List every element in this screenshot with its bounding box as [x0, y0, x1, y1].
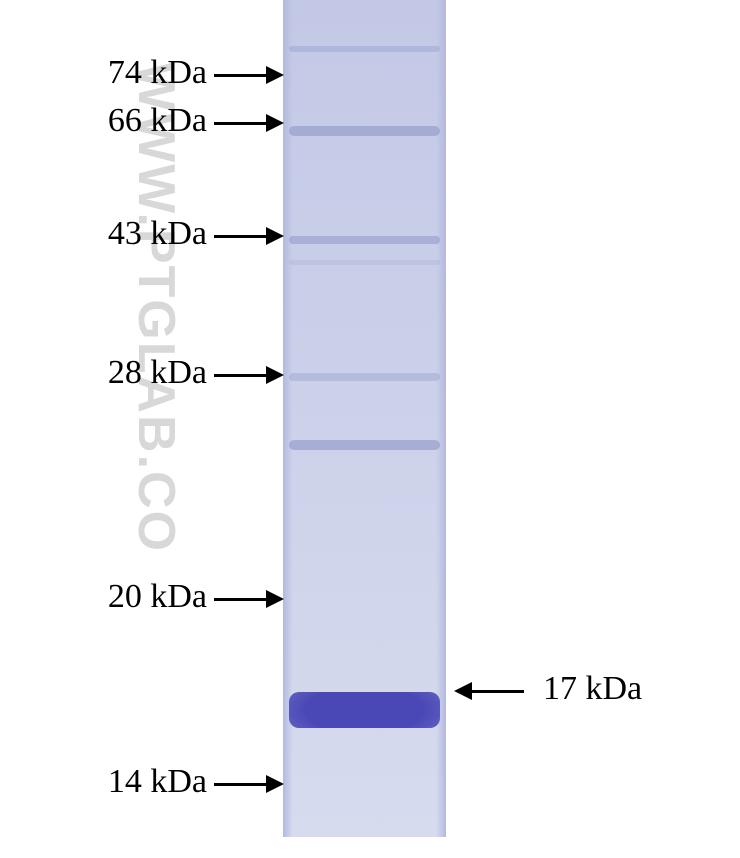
arrow-icon [214, 374, 266, 377]
arrow-icon [214, 74, 266, 77]
arrow-icon [266, 590, 284, 608]
faint-band [289, 126, 440, 136]
faint-band [289, 46, 440, 52]
target-band-label: 17 kDa [543, 670, 642, 708]
arrow-icon [214, 783, 266, 786]
arrow-icon [266, 66, 284, 84]
arrow-icon [214, 235, 266, 238]
gel-figure: { "canvas": { "width": 740, "height": 85… [0, 0, 740, 858]
arrow-icon [214, 598, 266, 601]
faint-band [289, 260, 440, 265]
faint-band [289, 373, 440, 381]
arrow-icon [266, 366, 284, 384]
mw-marker-label: 28 kDa [108, 354, 207, 392]
arrow-icon [266, 114, 284, 132]
arrow-icon [454, 682, 472, 700]
arrow-icon [266, 227, 284, 245]
faint-band [289, 236, 440, 244]
mw-marker-label: 14 kDa [108, 763, 207, 801]
arrow-icon [214, 122, 266, 125]
mw-marker-label: 20 kDa [108, 578, 207, 616]
arrow-icon [266, 775, 284, 793]
arrow-icon [472, 690, 524, 693]
faint-band [289, 440, 440, 450]
mw-marker-label: 43 kDa [108, 215, 207, 253]
main-protein-band [289, 692, 440, 728]
mw-marker-label: 74 kDa [108, 54, 207, 92]
mw-marker-label: 66 kDa [108, 102, 207, 140]
